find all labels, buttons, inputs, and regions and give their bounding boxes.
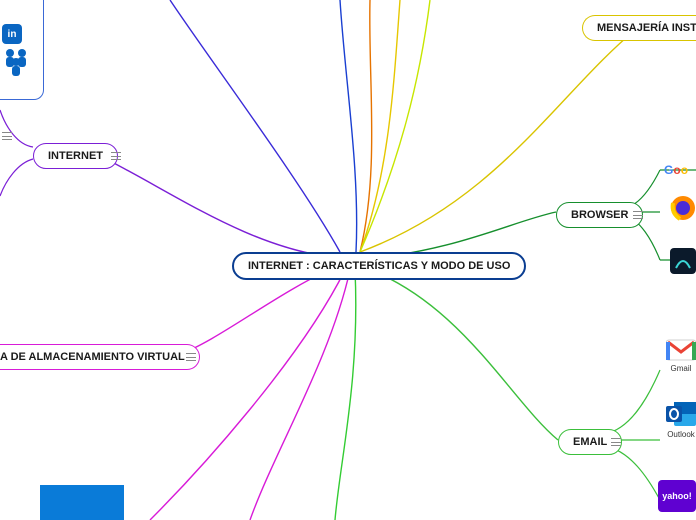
blue-rect-icon <box>40 485 124 520</box>
people-icon <box>0 46 36 76</box>
node-almacenamiento-label: A DE ALMACENAMIENTO VIRTUAL <box>0 351 185 363</box>
menu-icon[interactable] <box>611 438 621 446</box>
google-icon: Goo <box>664 163 688 177</box>
menu-icon[interactable] <box>2 132 12 140</box>
gmail-label: Gmail <box>666 364 696 373</box>
mindmap-canvas: INTERNET : CARACTERÍSTICAS Y MODO DE USO… <box>0 0 696 520</box>
menu-icon[interactable] <box>186 353 196 361</box>
center-node-label: INTERNET : CARACTERÍSTICAS Y MODO DE USO <box>248 260 510 272</box>
node-browser[interactable]: BROWSER <box>556 202 643 228</box>
node-mensajeria[interactable]: MENSAJERÍA INSTANTÁN <box>582 15 696 41</box>
node-email-label: EMAIL <box>573 436 607 448</box>
menu-icon[interactable] <box>111 152 121 160</box>
center-node[interactable]: INTERNET : CARACTERÍSTICAS Y MODO DE USO <box>232 252 526 280</box>
outlook-label: Outlook <box>662 430 696 439</box>
node-browser-label: BROWSER <box>571 209 628 221</box>
yahoo-text: yahoo! <box>662 491 692 501</box>
outlook-icon <box>666 400 696 428</box>
node-almacenamiento[interactable]: A DE ALMACENAMIENTO VIRTUAL <box>0 344 200 370</box>
menu-icon[interactable] <box>633 211 643 219</box>
node-internet-label: INTERNET <box>48 150 103 162</box>
node-mensajeria-label: MENSAJERÍA INSTANTÁN <box>597 22 696 34</box>
dark-app-icon <box>670 248 696 274</box>
linkedin-icon: in <box>2 24 22 44</box>
node-internet[interactable]: INTERNET <box>33 143 118 169</box>
firefox-icon <box>670 195 696 221</box>
gmail-icon <box>666 338 696 362</box>
yahoo-icon: yahoo! <box>658 480 696 512</box>
